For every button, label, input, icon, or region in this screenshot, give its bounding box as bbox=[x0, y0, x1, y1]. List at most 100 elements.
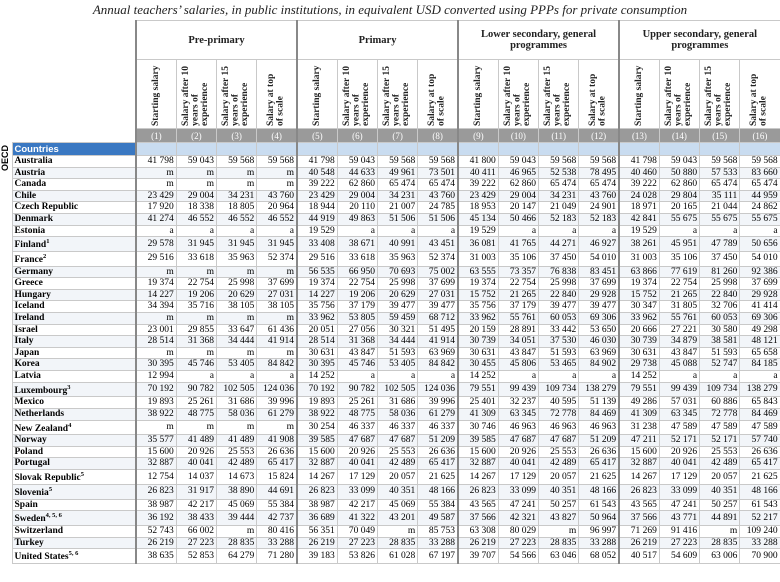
country-name: New Zealand bbox=[14, 423, 69, 434]
value-cell: 102 505 bbox=[376, 381, 419, 398]
value-cell: 44 633 bbox=[336, 166, 379, 180]
value-cell: 42 489 bbox=[699, 457, 741, 471]
value-cell: m bbox=[215, 419, 258, 436]
value-cell: 26 219 bbox=[134, 536, 177, 550]
value-cell: 65 474 bbox=[538, 178, 580, 191]
value-cell: 22 754 bbox=[497, 277, 540, 290]
country-cell: Slovak Republic5 bbox=[11, 469, 137, 485]
value-cell: 38 105 bbox=[256, 300, 298, 314]
value-cell: m bbox=[256, 265, 298, 279]
group-header: Primary bbox=[295, 20, 459, 60]
value-cell: 35 106 bbox=[497, 250, 540, 267]
value-cell: 14 673 bbox=[215, 469, 258, 485]
value-cell: 51 593 bbox=[376, 346, 419, 360]
value-cell: m bbox=[256, 166, 298, 180]
section-row: OECD Countries bbox=[0, 142, 780, 171]
value-cell: 52 853 bbox=[175, 548, 218, 564]
value-cell: 23 429 bbox=[134, 189, 177, 203]
value-cell: 12 754 bbox=[134, 469, 177, 485]
value-cell: 41 489 bbox=[175, 434, 218, 447]
column-number: (6) bbox=[336, 128, 379, 143]
value-cell: 28 835 bbox=[699, 536, 741, 550]
country-cell: Netherlands bbox=[11, 407, 137, 421]
value-cell: 41 798 bbox=[134, 155, 177, 168]
value-cell: a bbox=[215, 370, 258, 383]
value-cell: 124 036 bbox=[256, 381, 298, 398]
column-header-cell: Salary at top of scale bbox=[739, 59, 780, 129]
value-cell: 45 069 bbox=[215, 498, 258, 512]
value-cell: m bbox=[175, 166, 218, 180]
value-cell: 35 756 bbox=[295, 300, 338, 314]
value-cell: 26 636 bbox=[578, 445, 620, 459]
value-cell: 20 159 bbox=[457, 323, 499, 337]
value-cell: 52 747 bbox=[699, 358, 741, 371]
value-cell: 38 987 bbox=[134, 498, 177, 512]
value-cell: 69 306 bbox=[578, 312, 620, 325]
value-cell: m bbox=[215, 312, 258, 325]
value-cell: 56 351 bbox=[295, 524, 338, 538]
country-cell: Korea bbox=[11, 358, 137, 371]
section-fill bbox=[417, 142, 459, 156]
value-cell: 25 261 bbox=[336, 396, 379, 409]
value-cell: a bbox=[658, 370, 701, 383]
value-cell: a bbox=[538, 224, 580, 238]
value-cell: 28 514 bbox=[295, 335, 338, 348]
group-header: Upper secondary, general programmes bbox=[618, 20, 780, 60]
section-label: Countries bbox=[11, 142, 137, 156]
value-cell: 14 252 bbox=[295, 370, 338, 383]
column-header: Salary after 10 years of experience bbox=[342, 66, 372, 126]
value-cell: 33 647 bbox=[215, 323, 258, 337]
value-cell: 30 631 bbox=[295, 346, 338, 360]
value-cell: 29 855 bbox=[175, 323, 218, 337]
country-cell: Norway bbox=[11, 434, 137, 447]
value-cell: 46 963 bbox=[497, 419, 540, 436]
value-cell: 43 827 bbox=[538, 510, 580, 526]
data-row: Sweden4, 5, 6 36 192 38 433 39 444 42 737 36 … bbox=[0, 510, 780, 526]
footnote-ref: 5 bbox=[48, 485, 53, 493]
value-cell: 84 902 bbox=[578, 358, 620, 371]
value-cell: 14 252 bbox=[618, 370, 660, 383]
footnote-ref: 3 bbox=[67, 383, 71, 391]
value-cell: 37 566 bbox=[618, 510, 660, 526]
data-row: Turkey 26 219 27 223 28 835 33 288 26 219 27 2… bbox=[0, 536, 780, 550]
value-cell: 48 166 bbox=[578, 483, 620, 500]
value-cell: 17 129 bbox=[336, 469, 379, 485]
value-cell: 61 543 bbox=[578, 498, 620, 512]
value-cell: 53 826 bbox=[336, 548, 379, 564]
value-cell: 62 860 bbox=[658, 178, 701, 191]
section-fill bbox=[497, 142, 540, 156]
value-cell: 26 219 bbox=[457, 536, 499, 550]
value-cell: 17 129 bbox=[497, 469, 540, 485]
value-cell: m bbox=[215, 178, 258, 191]
value-cell: 17 920 bbox=[134, 201, 177, 214]
value-cell: 57 031 bbox=[658, 396, 701, 409]
data-row: Ireland m m m m 33 962 53 805 59 459 68 712 33 96… bbox=[0, 312, 780, 325]
value-cell: 59 568 bbox=[578, 155, 620, 168]
value-cell: 22 754 bbox=[336, 277, 379, 290]
value-cell: 40 041 bbox=[658, 457, 701, 471]
value-cell: 62 860 bbox=[336, 178, 379, 191]
value-cell: 14 267 bbox=[618, 469, 660, 485]
value-cell: 138 279 bbox=[739, 381, 780, 398]
value-cell: a bbox=[417, 370, 459, 383]
value-cell: 33 288 bbox=[578, 536, 620, 550]
value-cell: a bbox=[578, 224, 620, 238]
value-cell: a bbox=[699, 370, 741, 383]
value-cell: 43 847 bbox=[336, 346, 379, 360]
value-cell: 44 691 bbox=[256, 483, 298, 500]
value-cell: 39 996 bbox=[256, 396, 298, 409]
country-name: Czech Republic bbox=[14, 202, 79, 213]
value-cell: 34 879 bbox=[658, 335, 701, 348]
value-cell: 53 805 bbox=[336, 312, 379, 325]
value-cell: 46 552 bbox=[215, 212, 258, 226]
value-cell: 30 746 bbox=[457, 419, 499, 436]
value-cell: 31 686 bbox=[376, 396, 419, 409]
value-cell: 65 417 bbox=[256, 457, 298, 471]
country-name: Austria bbox=[14, 167, 46, 178]
value-cell: 21 044 bbox=[699, 201, 741, 214]
value-cell: 37 179 bbox=[497, 300, 540, 314]
value-cell: 51 506 bbox=[417, 212, 459, 226]
value-cell: 41 309 bbox=[618, 407, 660, 421]
value-cell: 65 843 bbox=[739, 396, 780, 409]
